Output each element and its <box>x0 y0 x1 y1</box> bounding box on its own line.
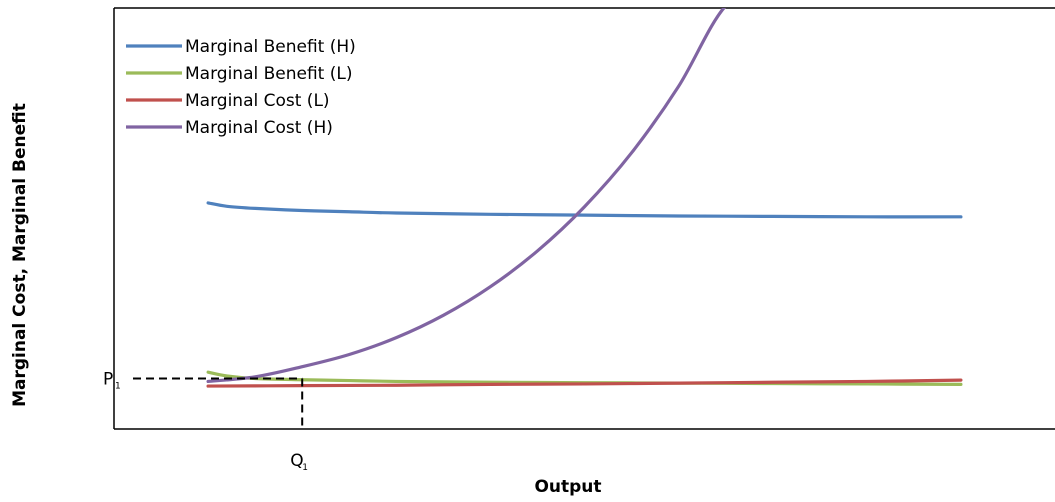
series-line-marginal-benefit-h <box>206 201 963 219</box>
legend: Marginal Benefit (H) Marginal Benefit (L)… <box>126 37 356 138</box>
legend-item-marginal-benefit-l: Marginal Benefit (L) <box>126 64 352 84</box>
series-layer <box>206 8 963 388</box>
q1-label: Q1 <box>290 451 308 473</box>
q1-label-subscript: 1 <box>302 463 308 473</box>
series-line-marginal-cost-l <box>206 378 963 388</box>
legend-label: Marginal Cost (L) <box>185 91 330 111</box>
y-axis-title: Marginal Cost, Marginal Benefit <box>10 103 30 407</box>
x-axis-title: Output <box>534 477 601 497</box>
p1-label-letter: P <box>103 369 113 389</box>
chart-frame <box>113 7 1055 430</box>
legend-label: Marginal Benefit (H) <box>185 37 356 57</box>
legend-label: Marginal Cost (H) <box>185 118 333 138</box>
annotation-layer: P 1Q1 <box>103 369 308 473</box>
q1-label-letter: Q <box>290 451 303 471</box>
series-line-marginal-cost-h <box>206 8 727 384</box>
legend-item-marginal-cost-h: Marginal Cost (H) <box>126 118 333 138</box>
legend-item-marginal-cost-l: Marginal Cost (L) <box>126 91 330 111</box>
legend-item-marginal-benefit-h: Marginal Benefit (H) <box>126 37 356 57</box>
legend-label: Marginal Benefit (L) <box>185 64 352 84</box>
p1-label-subscript: 1 <box>115 381 121 391</box>
